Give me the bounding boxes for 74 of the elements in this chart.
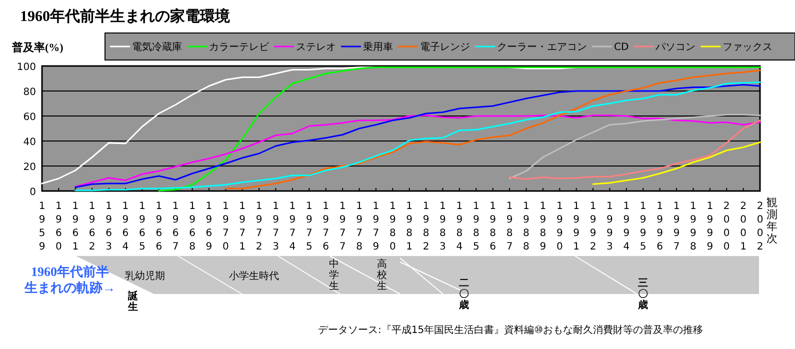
x-tick-label: 1 9 9 1 [573,201,580,252]
legend-label: クーラー・エアコン [497,42,587,53]
x-tick-label: 1 9 5 9 [38,201,46,252]
text: 二〇歳 [458,278,469,311]
chart-title: 1960年代前半生まれの家電環境 [20,7,231,25]
text: 三〇歳 [637,278,648,311]
x-tick-label: 1 9 6 5 [139,201,146,252]
line-series [74,114,761,188]
x-tick-label: 1 9 9 7 [673,201,680,252]
x-tick-label: 1 9 6 6 [156,201,162,252]
y-tick-label: 100 [16,62,36,73]
x-tick-label: 1 9 8 6 [490,201,496,252]
legend-label: パソコン [654,42,696,53]
x-tick-label: 1 9 7 5 [306,201,312,252]
text: 中学生 [329,258,339,292]
x-tick-label: 2 0 0 1 [740,201,746,252]
x-tick-label: 1 9 8 5 [472,201,480,252]
x-tick-label: 1 9 8 3 [440,201,446,252]
x-tick-label: 1 9 9 8 [690,201,696,252]
x-tick-label: 1 9 6 8 [189,201,196,252]
x-tick-label: 1 9 8 2 [422,201,430,252]
x-tick-label: 1 9 7 0 [222,201,229,252]
text: 生まれの軌跡→ [24,280,116,295]
x-tick-label: 1 9 6 7 [172,201,179,252]
x-tick-label: 1 9 6 9 [206,201,212,252]
text: 小学生時代 [229,270,279,282]
legend-label: ステレオ [296,42,336,53]
y-axis-title: 普及率(%) [11,41,64,54]
x-tick-label: 1 9 7 4 [289,201,296,252]
y-tick-label: 60 [23,112,36,123]
x-axis-title: 観測年次 [766,196,778,245]
x-tick-label: 1 9 9 2 [590,201,596,252]
x-tick-label: 1 9 9 4 [623,201,630,252]
x-tick-label: 1 9 7 7 [339,201,346,252]
y-tick-label: 40 [23,137,36,148]
x-tick-label: 1 9 9 9 [706,201,714,252]
x-tick-label: 1 9 6 1 [72,201,79,252]
y-tick-label: 0 [30,187,36,198]
x-tick-label: 1 9 6 4 [122,201,129,252]
y-tick-label: 20 [23,162,36,173]
x-tick-label: 1 9 9 5 [640,201,646,252]
text: 高校生 [376,258,387,292]
legend-label: 電子レンジ [420,42,470,53]
x-tick-label: 1 9 8 8 [523,201,530,252]
text: 誕生 [127,290,138,313]
x-tick-label: 1 9 8 1 [406,201,413,252]
text: 1960年代前半 [31,264,109,279]
x-tick-label: 1 9 7 2 [256,201,262,252]
x-tick-label: 1 9 8 7 [506,201,513,252]
legend-label: ファックス [722,42,773,53]
text: データソース:『平成15年国民生活白書』資料編⑩おもな耐久消費財等の普及率の推移 [318,324,704,336]
x-tick-label: 1 9 9 3 [606,201,613,252]
x-tick-label: 1 9 7 6 [322,201,330,252]
x-tick-label: 1 9 7 8 [356,201,362,252]
x-tick-label: 1 9 9 6 [656,201,663,252]
x-tick-label: 1 9 7 1 [239,201,246,252]
x-tick-label: 1 9 6 2 [88,201,96,252]
x-tick-label: 1 9 8 9 [540,201,546,252]
x-tick-label: 2 0 0 2 [756,201,764,252]
x-tick-label: 1 9 7 3 [272,201,279,252]
x-tick-label: 2 0 0 0 [723,201,730,252]
y-tick-label: 80 [23,87,36,98]
text: 乳幼児期 [125,270,165,282]
x-tick-label: 1 9 7 9 [372,201,380,252]
x-tick-label: 1 9 8 0 [389,201,396,252]
x-tick-label: 1 9 6 3 [106,201,112,252]
x-tick-label: 1 9 8 4 [456,201,463,252]
x-tick-label: 1 9 6 0 [56,201,62,252]
line-series [592,142,761,185]
x-tick-label: 1 9 9 0 [556,201,563,252]
legend-label: CD [614,42,629,53]
legend-label: 乗用車 [363,41,393,53]
legend-label: カラーテレビ [209,42,270,53]
legend-label: 電気冷蔵庫 [132,41,182,53]
